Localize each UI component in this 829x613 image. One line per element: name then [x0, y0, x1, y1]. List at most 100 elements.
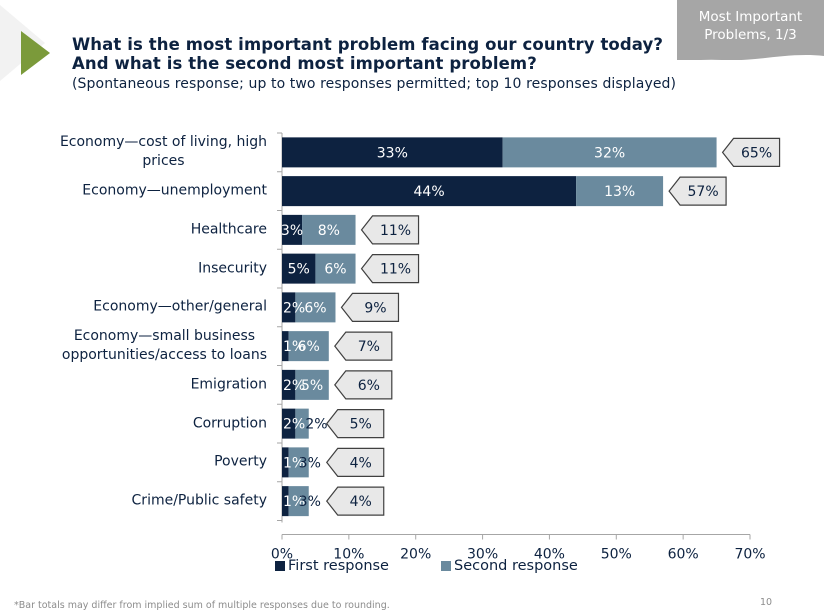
chart-subtitle: (Spontaneous response; up to two respons…	[72, 76, 677, 92]
bar-second-response	[302, 214, 356, 245]
data-label-second-response: 5%	[301, 378, 323, 394]
bar-second-response	[295, 292, 336, 323]
data-label-first-response: 1%	[283, 455, 305, 471]
category-label: Economy—small business opportunities/acce…	[62, 327, 267, 365]
data-label-first-response: 44%	[414, 184, 445, 200]
title-line-1: What is the most important problem facin…	[72, 35, 664, 54]
legend-item-first-response: First response	[275, 558, 389, 574]
section-tag-line-2: Problems, 1/3	[704, 27, 797, 43]
data-label-second-response: 3%	[299, 455, 321, 471]
chart-title: What is the most important problem facin…	[72, 35, 663, 73]
category-label-line: Insecurity	[198, 260, 267, 277]
x-tick-label: 10%	[333, 547, 364, 563]
category-label-line: Economy—small business	[73, 328, 256, 345]
category-label: Crime/Public safety	[132, 492, 267, 511]
category-label-line: Economy—other/general	[93, 298, 267, 315]
category-label-line: Corruption	[192, 415, 267, 432]
category-label: Economy—unemployment	[82, 182, 267, 201]
data-label-second-response: 6%	[304, 300, 326, 316]
bar-first-response	[282, 486, 289, 517]
total-callout	[340, 292, 400, 322]
x-tick-label: 50%	[601, 547, 632, 563]
bar-first-response	[282, 253, 316, 284]
data-label-second-response: 6%	[324, 262, 346, 278]
data-label-first-response: 5%	[288, 262, 310, 278]
bar-first-response	[282, 176, 577, 207]
data-label-first-response: 3%	[281, 223, 303, 239]
bar-second-response	[288, 331, 329, 362]
category-label-line: Economy—unemployment	[82, 182, 267, 199]
total-label: 65%	[741, 145, 772, 161]
bar-first-response	[282, 214, 303, 245]
category-label-line: Poverty	[214, 453, 267, 470]
total-callout	[334, 370, 393, 400]
category-label: Economy—other/general	[93, 298, 267, 317]
data-label-first-response: 2%	[283, 300, 305, 316]
data-label-second-response: 2%	[305, 417, 327, 433]
page-number: 10	[760, 597, 773, 608]
bar-second-response	[576, 176, 664, 207]
total-label: 5%	[350, 417, 372, 433]
category-label: Insecurity	[198, 259, 267, 278]
category-label: Healthcare	[191, 220, 267, 239]
data-label-second-response: 32%	[594, 145, 625, 161]
category-label-line: Emigration	[190, 376, 267, 393]
legend-swatch-second-response	[440, 561, 451, 571]
section-tag: Most Important Problems, 1/3	[677, 0, 824, 60]
legend-item-second-response: Second response	[440, 558, 578, 574]
legend-label-second-response: Second response	[453, 558, 578, 574]
bar-second-response	[315, 253, 356, 284]
legend-swatch-first-response	[275, 561, 285, 571]
data-label-second-response: 13%	[604, 184, 635, 200]
total-label: 4%	[350, 494, 372, 510]
x-tick-label: 60%	[668, 547, 699, 563]
total-label: 4%	[350, 455, 372, 471]
x-tick-label: 70%	[734, 547, 765, 563]
bar-second-response	[502, 137, 717, 168]
total-label: 11%	[380, 262, 411, 278]
category-label-line: opportunities/access to loans	[61, 347, 267, 364]
category-label: Emigration	[191, 375, 267, 394]
data-label-second-response: 6%	[298, 339, 320, 355]
category-label-line: Healthcare	[190, 221, 267, 238]
total-callout	[334, 331, 393, 361]
category-label-line: Economy—cost of living, high	[59, 134, 267, 151]
data-label-second-response: 8%	[318, 223, 340, 239]
bar-first-response	[282, 331, 289, 362]
category-label-line: Crime/Public safety	[131, 492, 267, 509]
bar-first-response	[282, 408, 296, 439]
legend-label-first-response: First response	[288, 558, 389, 574]
data-label-first-response: 1%	[283, 494, 305, 510]
legend: First response Second response	[275, 558, 630, 574]
total-callout	[721, 137, 781, 167]
category-label: Poverty	[214, 453, 267, 472]
total-callout	[360, 254, 420, 284]
bar-first-response	[282, 292, 296, 323]
total-label: 11%	[380, 223, 411, 239]
data-label-first-response: 2%	[283, 417, 305, 433]
bar-second-response	[295, 369, 329, 400]
total-callout	[325, 447, 385, 477]
total-label: 7%	[358, 339, 380, 355]
total-callout	[360, 215, 420, 245]
bar-second-response	[288, 447, 309, 478]
total-label: 57%	[688, 184, 719, 200]
bar-first-response	[282, 369, 296, 400]
bar-first-response	[282, 137, 503, 168]
total-callout	[325, 486, 385, 516]
bar-first-response	[282, 447, 289, 478]
x-tick-label: 40%	[534, 547, 565, 563]
category-label: Corruption	[193, 414, 267, 433]
bar-second-response	[295, 408, 309, 439]
x-tick-label: 30%	[467, 547, 498, 563]
section-tag-line-1: Most Important	[698, 9, 803, 25]
data-label-first-response: 1%	[283, 339, 305, 355]
data-label-second-response: 3%	[299, 494, 321, 510]
bar-second-response	[288, 486, 309, 517]
title-line-2: And what is the second most important pr…	[72, 54, 537, 73]
data-label-first-response: 33%	[377, 145, 408, 161]
data-label-first-response: 2%	[283, 378, 305, 394]
total-callout	[325, 409, 385, 439]
total-label: 6%	[358, 378, 380, 394]
